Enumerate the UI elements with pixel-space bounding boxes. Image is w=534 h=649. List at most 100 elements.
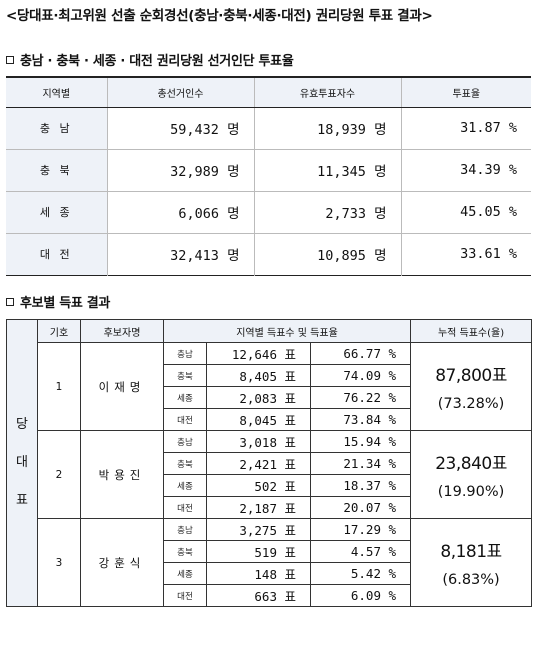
cumulative-percent: (73.28%) xyxy=(437,396,505,412)
results-header-row: 당 대 표 기호 후보자명 지역별 득표수 및 득표율 누적 득표수(율) xyxy=(6,319,533,607)
valid-votes-cell: 2,733 명 xyxy=(253,190,401,233)
total-voters-cell: 59,432 명 xyxy=(106,106,254,149)
section-heading-turnout: 충남 · 충북 · 세종 · 대전 권리당원 선거인단 투표율 xyxy=(6,50,294,69)
valid-votes-cell: 18,939 명 xyxy=(253,106,401,149)
table-row: 충북 519 표 4.57 % xyxy=(7,540,532,563)
table-row: 세 종 6,066 명 2,733 명 45.05 % xyxy=(6,190,531,233)
region-cell: 세 종 xyxy=(6,190,107,233)
percent-cell: 21.34 % xyxy=(309,452,412,475)
section-heading-label: 충남 · 충북 · 세종 · 대전 권리당원 선거인단 투표율 xyxy=(20,54,294,69)
candidate-name: 박용진 xyxy=(80,430,164,519)
percent-cell: 74.09 % xyxy=(309,364,412,387)
total-voters-cell: 32,413 명 xyxy=(106,232,254,275)
percent-cell: 20.07 % xyxy=(309,496,412,519)
percent-cell: 5.42 % xyxy=(309,562,412,585)
section-heading-label: 후보별 득표 결과 xyxy=(20,296,111,311)
candidate-name: 강훈식 xyxy=(80,518,164,607)
cumulative-votes: 8,181표 xyxy=(440,542,502,562)
side-label-char: 당 xyxy=(16,417,28,432)
percent-cell: 4.57 % xyxy=(309,540,412,563)
votes-cell: 519 표 xyxy=(206,540,311,563)
region-cell: 대전 xyxy=(163,408,207,431)
votes-cell: 3,018 표 xyxy=(206,430,311,453)
table-row: 3 강훈식 충남 3,275 표 17.29 % 8,181표 (6.83%) xyxy=(7,518,533,607)
region-cell: 충 남 xyxy=(6,106,107,149)
votes-cell: 2,421 표 xyxy=(206,452,311,475)
cumulative-votes: 23,840표 xyxy=(435,454,507,474)
table-row: 충북 8,405 표 74.09 % xyxy=(7,364,532,387)
candidate-number: 1 xyxy=(37,342,81,431)
region-cell: 대전 xyxy=(163,496,207,519)
header-valid-votes: 유효투표자수 xyxy=(253,77,401,108)
square-bullet-icon xyxy=(6,55,14,64)
region-cell: 충 북 xyxy=(6,148,107,191)
percent-cell: 18.37 % xyxy=(309,474,412,497)
percent-cell: 6.09 % xyxy=(309,584,412,607)
square-bullet-icon xyxy=(6,297,14,306)
votes-cell: 2,187 표 xyxy=(206,496,311,519)
table-row: 대전 663 표 6.09 % xyxy=(7,584,532,607)
valid-votes-cell: 10,895 명 xyxy=(253,232,401,275)
candidate-number: 3 xyxy=(37,518,81,607)
cumulative-cell: 8,181표 (6.83%) xyxy=(410,518,533,607)
turnout-rate-cell: 34.39 % xyxy=(400,148,531,191)
side-label-char: 대 xyxy=(16,455,28,470)
candidate-number: 2 xyxy=(37,430,81,519)
header-turnout-rate: 투표율 xyxy=(400,77,531,108)
table-row: 2 박용진 충남 3,018 표 15.94 % 23,840표 (19.90%… xyxy=(7,430,533,519)
votes-cell: 663 표 xyxy=(206,584,311,607)
votes-cell: 502 표 xyxy=(206,474,311,497)
region-cell: 충남 xyxy=(163,342,207,365)
header-region: 지역별 xyxy=(6,77,107,108)
region-cell: 충남 xyxy=(163,518,207,541)
candidate-name: 이재명 xyxy=(80,342,164,431)
header-candidate-name: 후보자명 xyxy=(80,319,164,343)
table-row: 대 전 32,413 명 10,895 명 33.61 % xyxy=(6,232,531,275)
total-voters-cell: 32,989 명 xyxy=(106,148,254,191)
region-cell: 대 전 xyxy=(6,232,107,275)
percent-cell: 15.94 % xyxy=(309,430,412,453)
votes-cell: 2,083 표 xyxy=(206,386,311,409)
side-label-party-leader: 당 대 표 xyxy=(6,319,38,607)
candidate-results-table: 당 대 표 기호 후보자명 지역별 득표수 및 득표율 누적 득표수(율) 1 … xyxy=(6,319,533,607)
valid-votes-cell: 11,345 명 xyxy=(253,148,401,191)
table-row: 충 북 32,989 명 11,345 명 34.39 % xyxy=(6,148,531,191)
percent-cell: 66.77 % xyxy=(309,342,412,365)
header-cumulative: 누적 득표수(율) xyxy=(410,319,533,343)
cumulative-cell: 23,840표 (19.90%) xyxy=(410,430,533,519)
region-cell: 충남 xyxy=(163,430,207,453)
votes-cell: 8,405 표 xyxy=(206,364,311,387)
votes-cell: 8,045 표 xyxy=(206,408,311,431)
region-cell: 세종 xyxy=(163,386,207,409)
side-label-char: 표 xyxy=(16,493,28,508)
percent-cell: 76.22 % xyxy=(309,386,412,409)
table-row: 1 이재명 충남 12,646 표 66.77 % 87,800표 (73.28… xyxy=(7,342,533,431)
region-cell: 충북 xyxy=(163,364,207,387)
turnout-rate-cell: 31.87 % xyxy=(400,106,531,149)
table-row: 대전 8,045 표 73.84 % xyxy=(7,408,532,431)
document-title: <당대표·최고위원 선출 순회경선(충남·충북·세종·대전) 권리당원 투표 결… xyxy=(6,8,433,24)
table-row: 충 남 59,432 명 18,939 명 31.87 % xyxy=(6,106,531,149)
header-total-voters: 총선거인수 xyxy=(106,77,254,108)
section-heading-results: 후보별 득표 결과 xyxy=(6,292,110,311)
table-row: 세종 148 표 5.42 % xyxy=(7,562,532,585)
region-cell: 충북 xyxy=(163,452,207,475)
cumulative-percent: (19.90%) xyxy=(437,484,505,500)
region-cell: 세종 xyxy=(163,474,207,497)
table-row: 세종 502 표 18.37 % xyxy=(7,474,532,497)
table-row: 대전 2,187 표 20.07 % xyxy=(7,496,532,519)
header-regional-results: 지역별 득표수 및 득표율 xyxy=(162,319,412,343)
cumulative-votes: 87,800표 xyxy=(435,366,507,386)
turnout-rate-cell: 33.61 % xyxy=(400,232,531,275)
percent-cell: 17.29 % xyxy=(309,518,412,541)
header-number: 기호 xyxy=(37,319,81,343)
percent-cell: 73.84 % xyxy=(309,408,412,431)
turnout-header-row: 지역별 총선거인수 유효투표자수 투표율 xyxy=(6,77,531,108)
cumulative-percent: (6.83%) xyxy=(442,572,500,588)
total-voters-cell: 6,066 명 xyxy=(106,190,254,233)
turnout-table: 지역별 총선거인수 유효투표자수 투표율 충 남 59,432 명 18,939… xyxy=(6,76,531,276)
votes-cell: 148 표 xyxy=(206,562,311,585)
votes-cell: 12,646 표 xyxy=(206,342,311,365)
region-cell: 대전 xyxy=(163,584,207,607)
region-cell: 충북 xyxy=(163,540,207,563)
